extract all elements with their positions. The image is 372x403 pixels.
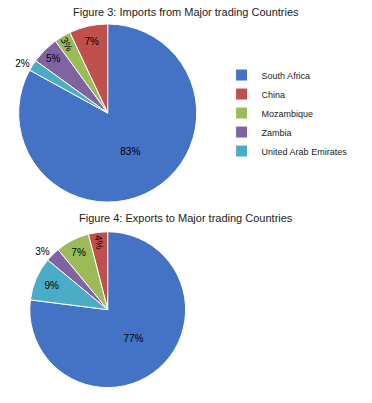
svg-text:Figure 3: Imports from Major t: Figure 3: Imports from Major trading Cou…	[73, 6, 299, 18]
svg-text:3%: 3%	[58, 35, 76, 54]
svg-text:9%: 9%	[44, 280, 59, 291]
svg-text:South Africa: South Africa	[262, 71, 311, 81]
svg-text:2%: 2%	[15, 58, 30, 69]
svg-text:Zambia: Zambia	[262, 128, 292, 138]
svg-text:7%: 7%	[71, 247, 86, 258]
svg-text:China: China	[262, 90, 286, 100]
svg-text:5%: 5%	[46, 53, 61, 64]
svg-text:77%: 77%	[123, 333, 143, 344]
svg-text:7%: 7%	[84, 36, 99, 47]
svg-text:United Arab Emirates: United Arab Emirates	[262, 147, 348, 157]
svg-text:83%: 83%	[120, 146, 140, 157]
svg-text:3%: 3%	[35, 246, 50, 257]
svg-text:Figure 4: Exports to Major tra: Figure 4: Exports to Major trading Count…	[79, 212, 293, 224]
svg-text:4%: 4%	[93, 234, 106, 250]
svg-text:Mozambique: Mozambique	[262, 109, 314, 119]
